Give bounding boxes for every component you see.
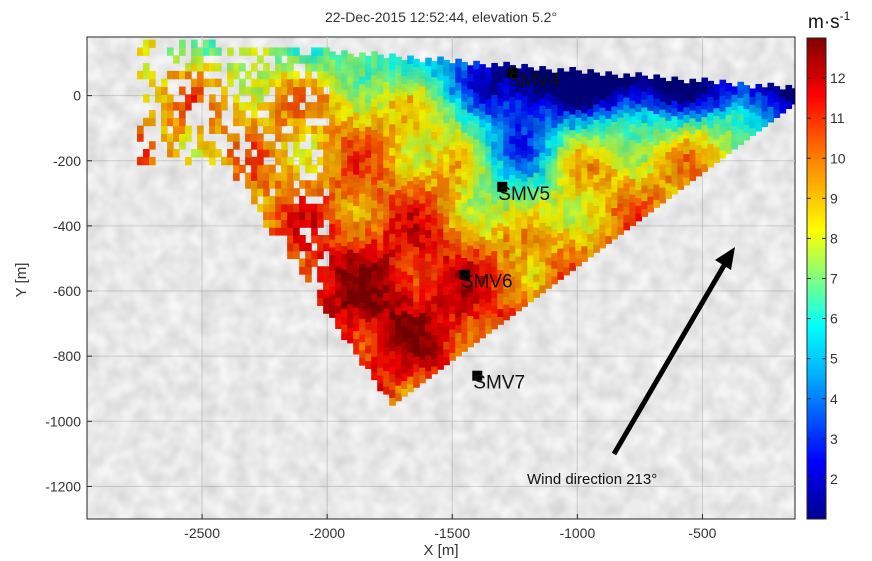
- colorbar-tick-label: 8: [830, 230, 838, 246]
- colorbar-tick-label: 7: [830, 271, 838, 287]
- station-marker: [459, 269, 470, 280]
- texture-overlay: [87, 37, 795, 519]
- colorbar-tick-label: 5: [830, 351, 838, 367]
- x-tick-label: -2500: [184, 525, 220, 541]
- colorbar-tick-label: 6: [830, 311, 838, 327]
- colorbar-tick-label: 11: [830, 110, 845, 126]
- chart-title: 22-Dec-2015 12:52:44, elevation 5.2°: [325, 9, 557, 25]
- colorbar-unit: m·s-1: [808, 9, 851, 33]
- x-tick-label: -2000: [309, 525, 345, 541]
- y-axis-label: Y [m]: [13, 263, 30, 298]
- y-tick-label: -800: [53, 348, 81, 364]
- station-marker: [472, 370, 483, 381]
- wind-arrow-shaft: [611, 260, 729, 456]
- x-axis-ticks: -2500 -2000 -1500 -1000 -500: [184, 514, 717, 541]
- colorbar-unit-exponent: -1: [840, 9, 851, 23]
- station-marker: [497, 181, 508, 192]
- wind-direction-label: Wind direction 213°: [527, 471, 657, 488]
- colorbar-tick-label: 10: [830, 150, 846, 166]
- station-label: SMV4: [508, 70, 560, 91]
- y-tick-label: -600: [53, 283, 81, 299]
- y-tick-label: -400: [53, 218, 81, 234]
- colorbar-tick-label: 12: [830, 70, 846, 86]
- wind-field: [87, 37, 795, 519]
- colorbar: 2 3 4 5 6 7 8 9 10 11 12 m·s-1: [806, 9, 851, 520]
- y-tick-label: -1200: [45, 478, 81, 494]
- x-axis-label: X [m]: [423, 542, 458, 559]
- station-marker: [507, 67, 518, 78]
- y-axis-ticks: 0 -200 -400 -600 -800 -1000 -1200: [45, 88, 92, 494]
- stations: SMV4 SMV5 SMV6 SMV7: [459, 67, 560, 394]
- colorbar-ticks: 2 3 4 5 6 7 8 9 10 11 12: [807, 70, 846, 487]
- x-tick-label: -1000: [559, 525, 595, 541]
- colorbar-tick-label: 4: [830, 391, 838, 407]
- station-label: SMV5: [498, 184, 550, 205]
- y-tick-label: -1000: [45, 413, 81, 429]
- y-tick-label: -200: [53, 153, 81, 169]
- x-tick-label: -1500: [434, 525, 470, 541]
- wind-arrow-head: [715, 247, 735, 270]
- colorbar-unit-base: m·s: [808, 12, 840, 33]
- colorbar-tick-label: 9: [830, 190, 838, 206]
- station-label: SMV7: [473, 373, 525, 394]
- y-tick-label: 0: [73, 88, 81, 104]
- wind-arrow: [611, 247, 735, 456]
- colorbar-tick-label: 3: [830, 431, 838, 447]
- colorbar-tick-label: 2: [830, 471, 838, 487]
- station-label: SMV6: [461, 272, 513, 293]
- x-tick-label: -500: [688, 525, 716, 541]
